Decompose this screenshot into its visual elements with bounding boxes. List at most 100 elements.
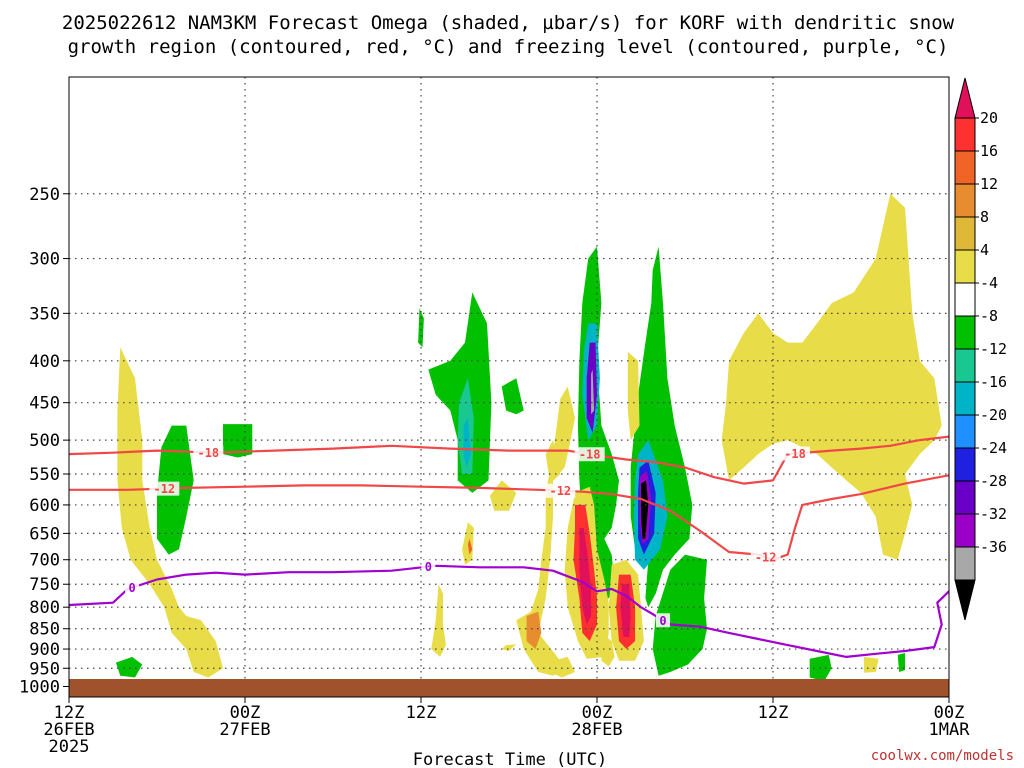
y-tick-label-850: 850 (29, 620, 60, 640)
colorbar-cap-top (954, 77, 976, 119)
colorbar-label-7: -12 (980, 340, 1007, 358)
colorbar-label-5: -4 (980, 274, 998, 292)
colorbar-segment-9 (954, 381, 976, 416)
omega-shading (115, 0, 942, 682)
omega-region-9 (467, 538, 473, 555)
omega-region-13 (501, 644, 517, 651)
contour-label-dgz_cold_-18-0: -18 (197, 446, 219, 460)
contour-label-freezing_0-0: 0 (128, 581, 135, 595)
y-tick-label-400: 400 (29, 352, 60, 372)
colorbar-label-4: 4 (980, 241, 989, 259)
contour-label-dgz_warm_-12-0: -12 (153, 482, 175, 496)
colorbar-segment-5 (954, 249, 976, 284)
y-tick-label-750: 750 (29, 575, 60, 595)
contour-dgz_warm_-12 (69, 474, 949, 561)
contour-label-dgz_cold_-18-1: -18 (579, 448, 601, 462)
contour-label-bg-freezing_0-0 (125, 580, 140, 595)
contour-label-bg-dgz_cold_-18-1 (574, 447, 605, 462)
colorbar-label-2: 12 (980, 175, 998, 193)
chart-title-line2: growth region (contoured, red, °C) and f… (68, 36, 949, 58)
contour-label-bg-dgz_warm_-12-2 (750, 550, 781, 565)
contour-label-bg-dgz_cold_-18-0 (193, 445, 224, 460)
colorbar-label-11: -28 (980, 472, 1007, 490)
colorbar-label-12: -32 (980, 505, 1007, 523)
omega-region-40 (897, 653, 905, 672)
colorbar-label-10: -24 (980, 439, 1007, 457)
omega-region-7 (463, 418, 471, 468)
omega-region-36 (652, 554, 707, 676)
colorbar-segment-2 (954, 150, 976, 185)
omega-region-33 (634, 0, 641, 12)
colorbar-segment-8 (954, 348, 976, 383)
y-tick-label-900: 900 (29, 640, 60, 660)
contour-label-freezing_0-2: 0 (659, 614, 666, 628)
contour-label-bg-dgz_cold_-18-2 (780, 446, 810, 461)
x-tick-label-t48-1: 12Z (758, 703, 789, 723)
colorbar-label-3: 8 (980, 208, 989, 226)
colorbar-segment-13 (954, 513, 976, 548)
y-axis-ticks: 2503003504004505005506006507007508008509… (19, 185, 69, 697)
contour-label-dgz_warm_-12-1: -12 (549, 484, 571, 498)
y-tick-label-300: 300 (29, 250, 60, 270)
plot-area: -18 -18 -18 -12 -12 -12 0 0 0 (69, 0, 949, 697)
omega-region-15 (516, 386, 575, 676)
colorbar-label-6: -8 (980, 307, 998, 325)
omega-region-12 (431, 584, 446, 657)
contour-freezing_0 (69, 564, 949, 658)
x-tick-label-t24-1: 12Z (406, 703, 437, 723)
temperature-contours: -18 -18 -18 -12 -12 -12 0 0 0 (69, 435, 949, 658)
contour-dgz_cold_-18 (69, 435, 949, 485)
x-tick-label-t12-2: 27FEB (219, 720, 270, 740)
y-tick-label-650: 650 (29, 524, 60, 544)
x-tick-label-t36-2: 28FEB (571, 720, 622, 740)
omega-region-23 (579, 527, 592, 625)
y-tick-label-550: 550 (29, 465, 60, 485)
contour-label-bg-dgz_warm_-12-1 (545, 483, 576, 498)
contour-label-bg-freezing_0-1 (421, 559, 436, 574)
omega-region-39 (809, 654, 832, 682)
x-tick-label-t36-1: 00Z (582, 703, 613, 723)
colorbar-segment-4 (954, 216, 976, 251)
colorbar: 20 16 12 8 4 -4 -8 -12 -16 -20 -24 -28 -32 -36 (954, 77, 1007, 621)
x-axis-label: Forecast Time (UTC) (413, 750, 607, 768)
colorbar-segment-3 (954, 183, 976, 218)
colorbar-label-13: -36 (980, 538, 1007, 556)
chart-title-line1: 2025022612 NAM3KM Forecast Omega (shaded… (62, 12, 955, 34)
y-tick-label-250: 250 (29, 185, 60, 205)
colorbar-segment-6 (954, 282, 976, 317)
omega-region-3 (115, 656, 143, 678)
y-tick-label-1000: 1000 (19, 677, 60, 697)
colorbar-cap-bottom (954, 579, 976, 621)
colorbar-segment-7 (954, 315, 976, 350)
y-tick-label-700: 700 (29, 551, 60, 571)
omega-region-5 (428, 292, 492, 493)
colorbar-label-9: -20 (980, 406, 1007, 424)
x-tick-label-t0-2: 26FEB (43, 720, 94, 740)
omega-region-0 (117, 347, 223, 678)
x-tick-label-t0-3: 2025 (49, 737, 90, 757)
contour-label-bg-dgz_warm_-12-0 (149, 481, 180, 496)
omega-region-32 (627, 351, 640, 441)
omega-region-31 (641, 480, 649, 539)
x-tick-label-t60-2: 1MAR (929, 720, 971, 740)
colorbar-segment-11 (954, 447, 976, 482)
colorbar-segment-12 (954, 480, 976, 515)
y-tick-label-450: 450 (29, 394, 60, 414)
terrain-ground (69, 679, 949, 697)
omega-region-16 (526, 611, 542, 649)
x-tick-label-t12-1: 00Z (230, 703, 261, 723)
y-tick-label-800: 800 (29, 598, 60, 618)
x-tick-label-t60-1: 00Z (934, 703, 965, 723)
y-tick-label-950: 950 (29, 659, 60, 679)
colorbar-segment-10 (954, 414, 976, 449)
omega-region-10 (501, 378, 524, 415)
contour-label-dgz_cold_-18-2: -18 (784, 447, 806, 461)
omega-region-34 (601, 632, 615, 667)
contour-label-dgz_warm_-12-2: -12 (755, 551, 777, 565)
site-credit: coolwx.com/models (871, 748, 1014, 764)
y-tick-label-350: 350 (29, 304, 60, 324)
colorbar-segment-1 (954, 117, 976, 152)
omega-region-35 (550, 656, 575, 678)
